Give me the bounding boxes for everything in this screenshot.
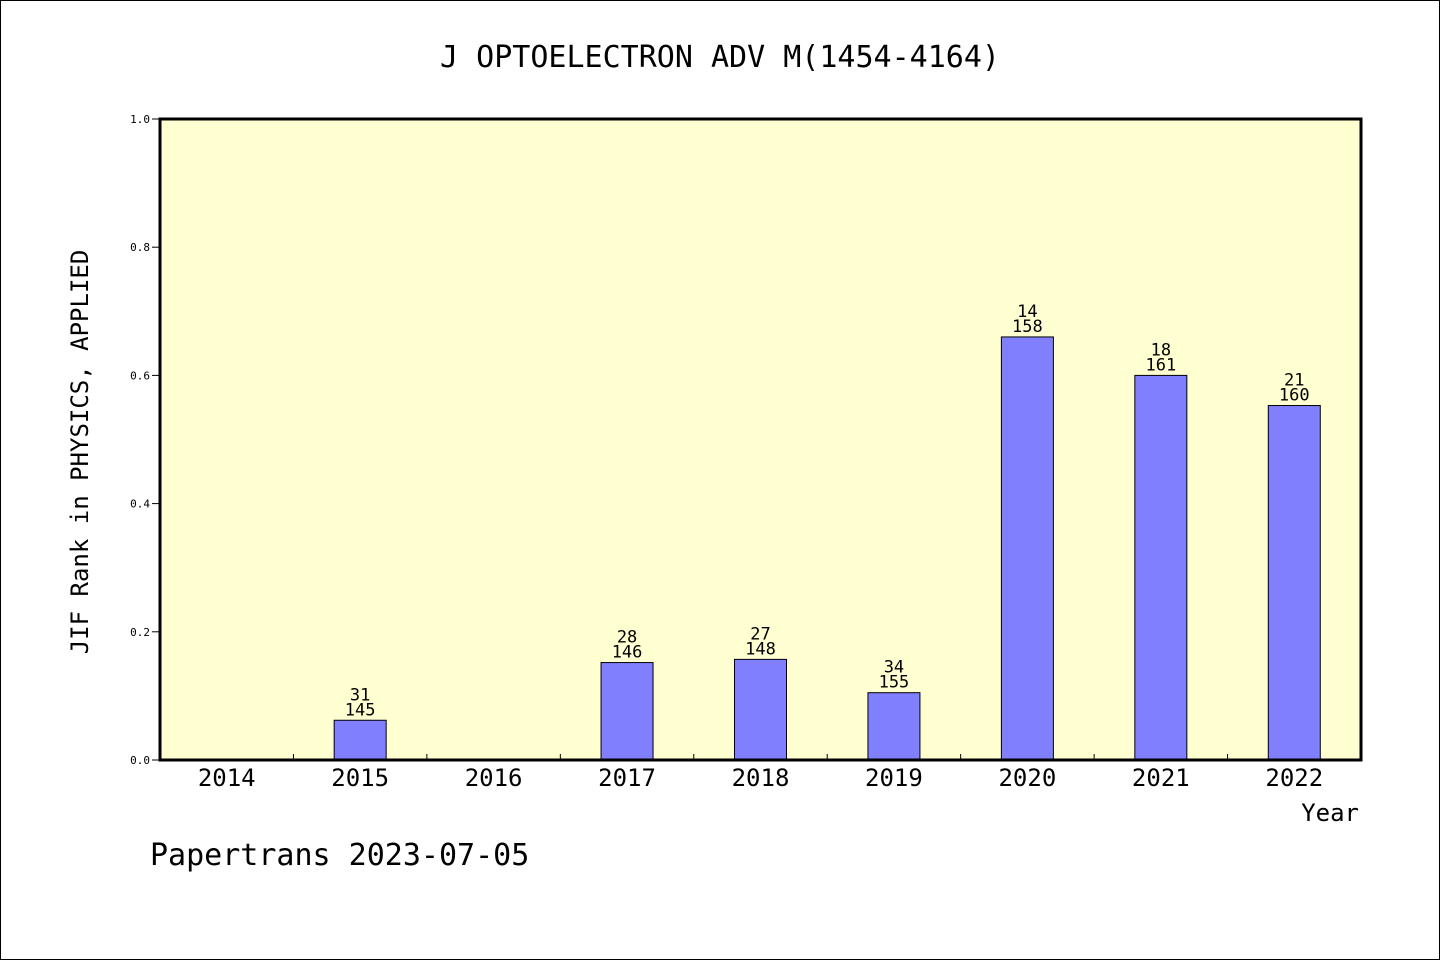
bars: [333, 336, 1321, 761]
y-tick-label: 0.2: [130, 626, 150, 639]
y-tick-label: 0.4: [130, 498, 150, 511]
bar-2022: [1267, 405, 1321, 761]
bar-2018: [734, 658, 787, 761]
bar-2019: [867, 692, 921, 761]
bar-rank-label: 34: [884, 658, 904, 678]
x-tick-label: 2014: [198, 764, 256, 792]
x-tick-label: 2021: [1132, 764, 1190, 792]
x-tick-label: 2017: [598, 764, 656, 792]
y-tick-label: 1.0: [130, 113, 150, 126]
x-tick-label: 2018: [732, 764, 790, 792]
y-axis: 0.0 0.2 0.4 0.6 0.8 1.0: [130, 113, 160, 767]
bar-total-label: 158: [1012, 317, 1043, 337]
bar-rank-label: 18: [1151, 340, 1171, 360]
bar-2017: [600, 662, 654, 761]
bar-2021: [1134, 374, 1188, 761]
x-tick-label: 2020: [998, 764, 1056, 792]
footer-credit: Papertrans 2023-07-05: [150, 838, 529, 873]
x-tick-label: 2015: [331, 764, 389, 792]
bar-rank-label: 21: [1284, 371, 1304, 391]
y-tick-label: 0.0: [130, 754, 150, 767]
x-tick-label: 2019: [865, 764, 923, 792]
x-axis-label: Year: [1301, 799, 1359, 827]
x-axis: 2014 2015 2016 2017 2018 2019 2020 2021 2022: [198, 754, 1323, 792]
bar-total-label: 145: [345, 700, 376, 720]
bar-2020: [1000, 336, 1054, 761]
x-tick-label: 2022: [1265, 764, 1323, 792]
y-tick-label: 0.8: [130, 241, 150, 254]
bar-total-label: 160: [1279, 386, 1310, 406]
y-axis-label: JIF Rank in PHYSICS, APPLIED: [66, 250, 94, 655]
bar-total-label: 161: [1145, 355, 1176, 375]
bar-rank-label: 28: [617, 628, 637, 648]
bar-rank-label: 27: [750, 624, 770, 644]
x-tick-label: 2016: [465, 764, 523, 792]
plot-border: [158, 117, 1363, 762]
y-tick-label: 0.6: [130, 369, 150, 382]
bar-total-label: 146: [612, 643, 643, 663]
bar-total-label: 148: [745, 639, 776, 659]
chart-title: J OPTOELECTRON ADV M(1454-4164): [440, 40, 1000, 75]
bar-2015: [333, 719, 387, 761]
bar-total-label: 155: [879, 673, 910, 693]
bar-rank-label: 31: [350, 685, 370, 705]
bar-rank-label: 14: [1017, 302, 1037, 322]
